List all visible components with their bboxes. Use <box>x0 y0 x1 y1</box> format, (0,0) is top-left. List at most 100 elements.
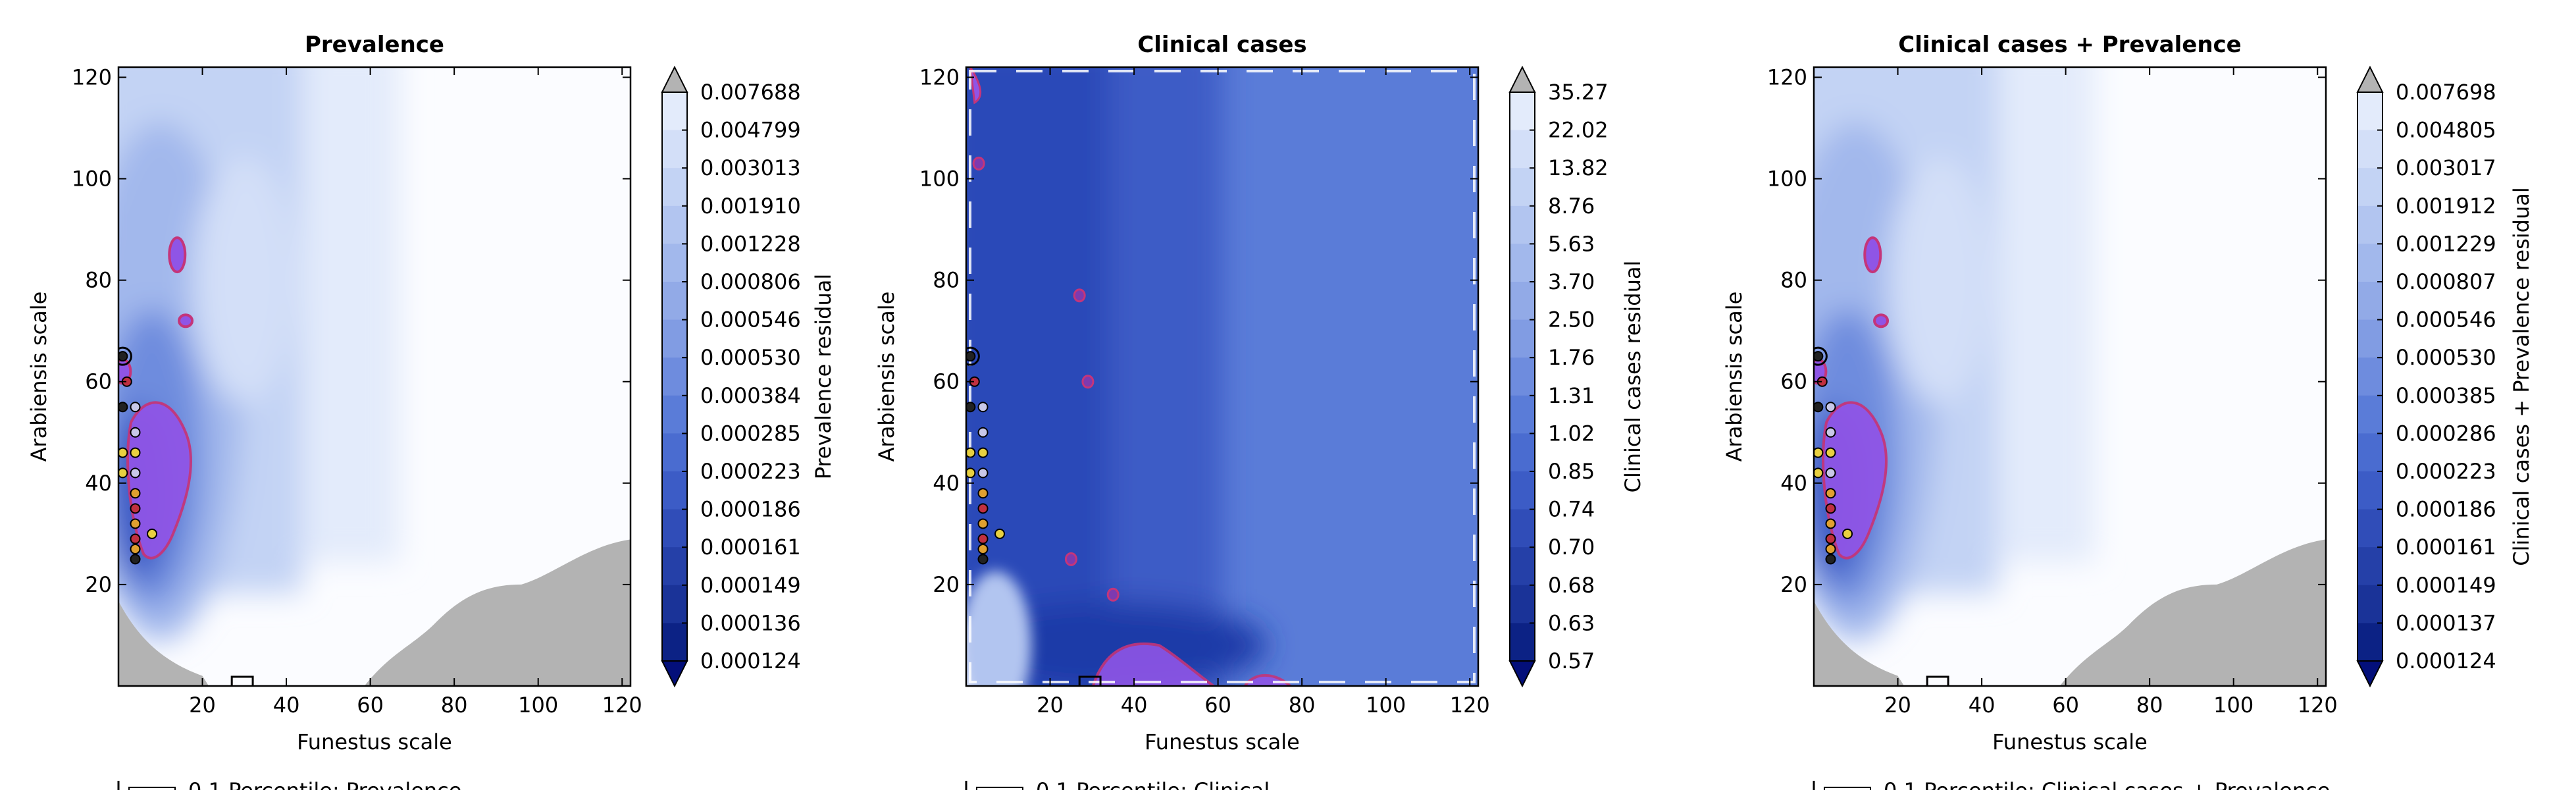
data-point <box>977 518 989 529</box>
colorbar-tick-label: 0.001910 <box>700 194 801 219</box>
colorbar-tick-label: 0.004799 <box>700 118 801 143</box>
marker-square <box>1078 675 1102 686</box>
colorbar-tick-label: 8.76 <box>1548 194 1595 219</box>
colorbar-segment <box>662 623 687 662</box>
data-point <box>966 351 976 362</box>
colorbar-tick-label: 0.85 <box>1548 459 1595 484</box>
colorbar-segment <box>2357 130 2383 169</box>
masked-region <box>1814 600 1905 686</box>
colorbar-segment <box>1510 92 1535 131</box>
colorbar-segment <box>2357 509 2383 548</box>
x-tick-label: 20 <box>1884 693 1911 718</box>
colorbar-tick-label: 1.31 <box>1548 383 1595 408</box>
colorbar-tick-label: 0.000223 <box>700 459 801 484</box>
colorbar-segment <box>1510 509 1535 548</box>
colorbar-tick-label: 0.000530 <box>2396 345 2496 370</box>
y-tick-label: 100 <box>1767 167 1807 192</box>
legend-swatch <box>1824 787 1871 790</box>
colorbar-label: Prevalence residual <box>811 274 836 480</box>
min-region <box>972 156 985 171</box>
colorbar-segment <box>662 585 687 623</box>
colorbar-tick-label: 1.02 <box>1548 421 1595 446</box>
data-point <box>130 447 141 458</box>
min-region <box>1091 643 1216 686</box>
min-region <box>1863 236 1882 274</box>
min-region <box>969 67 982 105</box>
y-tick-label: 20 <box>933 572 960 597</box>
colorbar-segment <box>662 433 687 472</box>
contour-band <box>1888 156 1992 404</box>
axes-frame <box>1813 66 2327 687</box>
y-tick-label: 20 <box>1780 572 1807 597</box>
data-point <box>994 528 1006 539</box>
data-point <box>130 503 141 514</box>
data-point <box>1825 518 1836 529</box>
x-tick-label: 100 <box>518 693 558 718</box>
colorbar-segment <box>2357 92 2383 131</box>
colorbar-segment <box>1510 585 1535 623</box>
x-tick-label: 20 <box>1037 693 1064 718</box>
colorbar-segment <box>2357 205 2383 244</box>
min-region <box>168 236 187 274</box>
colorbar-extend-max <box>2356 65 2384 93</box>
axes-frame <box>965 66 1480 687</box>
data-point <box>966 402 976 413</box>
x-tick-label: 120 <box>602 693 642 718</box>
legend: 0.1 Percentile: Prevalence <box>117 778 461 790</box>
colorbar-tick-label: 0.000530 <box>700 345 801 370</box>
colorbar-extend-max <box>1508 65 1536 93</box>
y-tick-label: 80 <box>933 268 960 293</box>
colorbar-tick-label: 0.000546 <box>700 307 801 332</box>
data-point <box>118 402 128 413</box>
masked-region <box>364 539 631 686</box>
colorbar-segment <box>1510 244 1535 282</box>
colorbar-tick-label: 0.000186 <box>2396 497 2496 522</box>
colorbar-frame <box>2357 92 2383 662</box>
colorbar-frame <box>1509 92 1535 662</box>
data-point <box>977 447 989 458</box>
data-point <box>1814 351 1824 362</box>
data-point <box>130 467 141 479</box>
colorbar-segment <box>2357 168 2383 207</box>
x-tick-label: 40 <box>273 693 300 718</box>
x-tick-label: 60 <box>2052 693 2079 718</box>
data-point <box>966 467 976 479</box>
y-tick-label: 40 <box>1780 471 1807 496</box>
colorbar-tick-label: 0.000546 <box>2396 307 2496 332</box>
data-point <box>1814 467 1824 479</box>
colorbar-segment <box>662 130 687 169</box>
data-point <box>977 467 989 479</box>
plot-area <box>966 67 1478 686</box>
colorbar-frame <box>661 92 688 662</box>
legend-swatch <box>128 787 176 790</box>
legend-label: 0.1 Percentile: Clinical <box>1036 778 1270 790</box>
y-tick-label: 100 <box>72 167 112 192</box>
colorbar-tick-label: 3.70 <box>1548 269 1595 294</box>
colorbar-tick-label: 0.007688 <box>700 80 801 105</box>
colorbar-segment <box>1510 623 1535 662</box>
colorbar-segment <box>1510 547 1535 586</box>
colorbar-tick-label: 0.000161 <box>2396 535 2496 560</box>
colorbar-tick-label: 2.50 <box>1548 307 1595 332</box>
chart-title: Clinical cases + Prevalence <box>1898 32 2242 58</box>
axes-frame <box>117 66 632 687</box>
plot-area <box>1814 67 2326 686</box>
colorbar-tick-label: 1.76 <box>1548 345 1595 370</box>
x-tick-label: 80 <box>2136 693 2163 718</box>
colorbar-segment <box>662 244 687 282</box>
min-region <box>1064 552 1077 566</box>
colorbar-tick-label: 0.000286 <box>2396 421 2496 446</box>
colorbar-segment <box>662 357 687 396</box>
x-tick-label: 40 <box>1121 693 1148 718</box>
x-tick-label: 100 <box>1366 693 1406 718</box>
min-region <box>1873 313 1890 329</box>
data-point <box>130 488 141 499</box>
colorbar-tick-label: 22.02 <box>1548 118 1609 143</box>
data-point <box>1825 503 1836 514</box>
y-tick-label: 60 <box>85 369 112 394</box>
min-region <box>1243 674 1293 686</box>
x-tick-label: 60 <box>1204 693 1231 718</box>
data-point <box>977 402 989 413</box>
min-region <box>126 401 192 560</box>
data-point <box>1825 427 1836 438</box>
